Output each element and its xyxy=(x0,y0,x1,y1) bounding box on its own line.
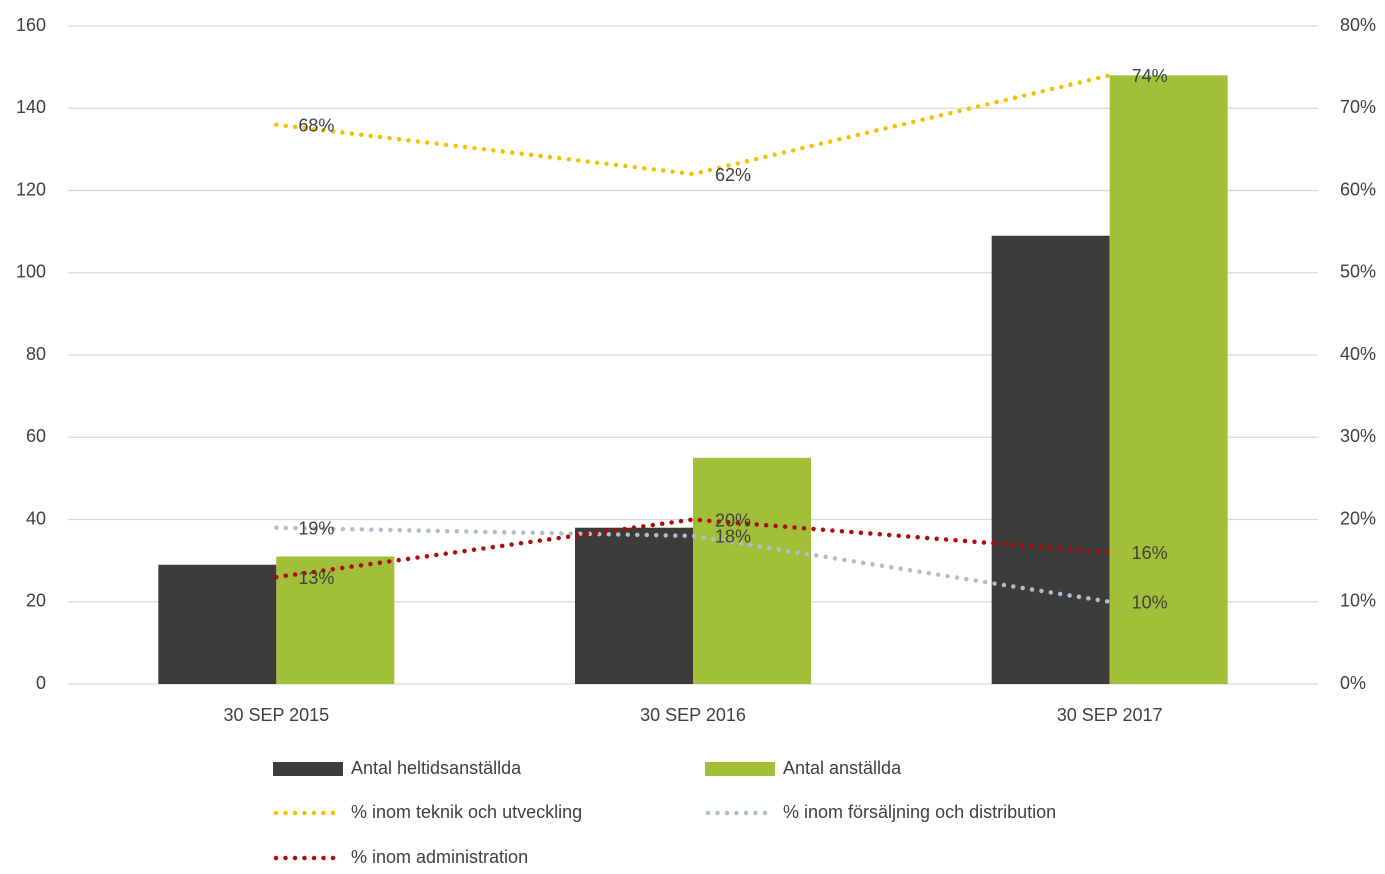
y-tick-label: 140 xyxy=(16,97,46,117)
bar xyxy=(575,527,693,684)
legend-label: % inom administration xyxy=(351,847,528,867)
y2-tick-label: 70% xyxy=(1340,97,1376,117)
bar xyxy=(991,235,1110,685)
data-label: 10% xyxy=(1132,593,1168,613)
x-tick-label: 30 SEP 2017 xyxy=(1057,705,1163,725)
y-tick-label: 100 xyxy=(16,262,46,282)
bar xyxy=(693,457,811,684)
y-tick-label: 40 xyxy=(26,508,46,528)
data-label: 74% xyxy=(1132,66,1168,86)
y2-tick-label: 40% xyxy=(1340,344,1376,364)
data-label: 20% xyxy=(715,510,751,530)
x-tick-label: 30 SEP 2015 xyxy=(223,705,329,725)
y2-tick-label: 20% xyxy=(1340,508,1376,528)
y-tick-label: 0 xyxy=(36,673,46,693)
data-label: 68% xyxy=(298,115,334,135)
data-label: 62% xyxy=(715,165,751,185)
data-label: 13% xyxy=(298,568,334,588)
legend-swatch xyxy=(273,762,343,776)
y-tick-label: 60 xyxy=(26,426,46,446)
data-label: 18% xyxy=(715,527,751,547)
y2-tick-label: 0% xyxy=(1340,673,1366,693)
bar xyxy=(276,556,395,684)
legend-label: Antal heltidsanställda xyxy=(351,758,522,778)
bar xyxy=(158,564,277,684)
data-label: 16% xyxy=(1132,543,1168,563)
y2-tick-label: 30% xyxy=(1340,426,1376,446)
y2-tick-label: 80% xyxy=(1340,15,1376,35)
bar xyxy=(1109,75,1228,685)
y2-tick-label: 50% xyxy=(1340,262,1376,282)
legend-label: % inom teknik och utveckling xyxy=(351,802,582,822)
y2-tick-label: 60% xyxy=(1340,179,1376,199)
line xyxy=(274,525,1112,604)
y-tick-label: 120 xyxy=(16,179,46,199)
y-tick-label: 80 xyxy=(26,344,46,364)
legend-label: Antal anställda xyxy=(783,758,902,778)
line xyxy=(274,73,1112,177)
data-label: 19% xyxy=(298,518,334,538)
y2-tick-label: 10% xyxy=(1340,591,1376,611)
legend-swatch xyxy=(705,762,775,776)
x-tick-label: 30 SEP 2016 xyxy=(640,705,746,725)
y-tick-label: 20 xyxy=(26,591,46,611)
legend-label: % inom försäljning och distribution xyxy=(783,802,1056,822)
y-tick-label: 160 xyxy=(16,15,46,35)
